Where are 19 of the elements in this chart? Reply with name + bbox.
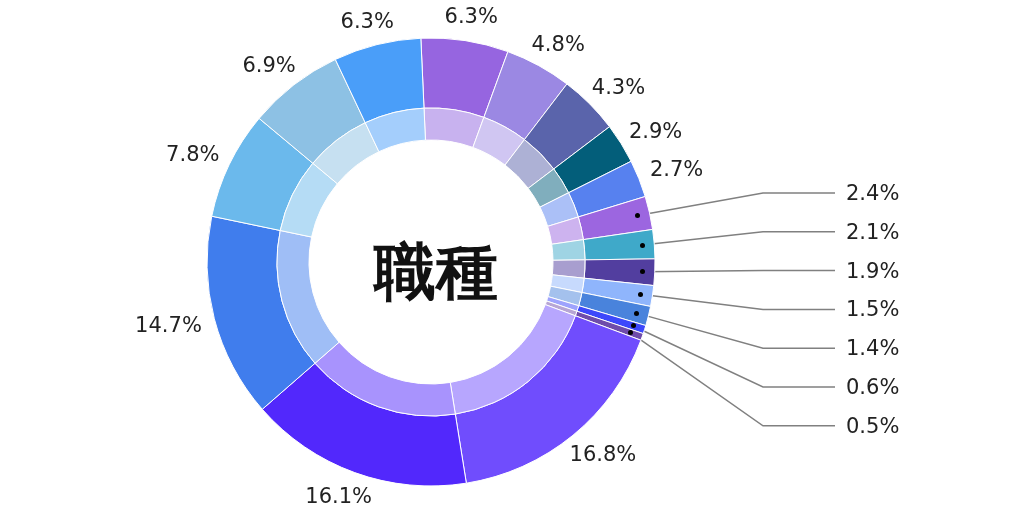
data-label: 6.3% [444, 4, 498, 29]
data-label: 2.4% [846, 181, 900, 205]
data-label: 16.1% [305, 483, 372, 508]
data-label: 0.6% [846, 375, 900, 399]
data-label: 1.9% [846, 258, 900, 283]
data-label: 4.8% [531, 32, 585, 57]
data-label: 7.8% [166, 141, 220, 166]
data-label: 1.5% [846, 297, 900, 322]
text: 職種 [372, 234, 498, 308]
data-label: 4.3% [591, 74, 646, 99]
data-label: 2.7% [649, 157, 704, 182]
data-label: 2.1% [846, 219, 900, 244]
data-label: 14.7% [135, 312, 202, 337]
data-label: 16.8% [569, 442, 637, 467]
data-label: 0.5% [846, 413, 900, 438]
data-label: 1.4% [846, 336, 900, 361]
data-label: 6.3% [340, 8, 394, 33]
data-label: 2.9% [628, 118, 683, 143]
data-label: 6.9% [242, 53, 296, 78]
